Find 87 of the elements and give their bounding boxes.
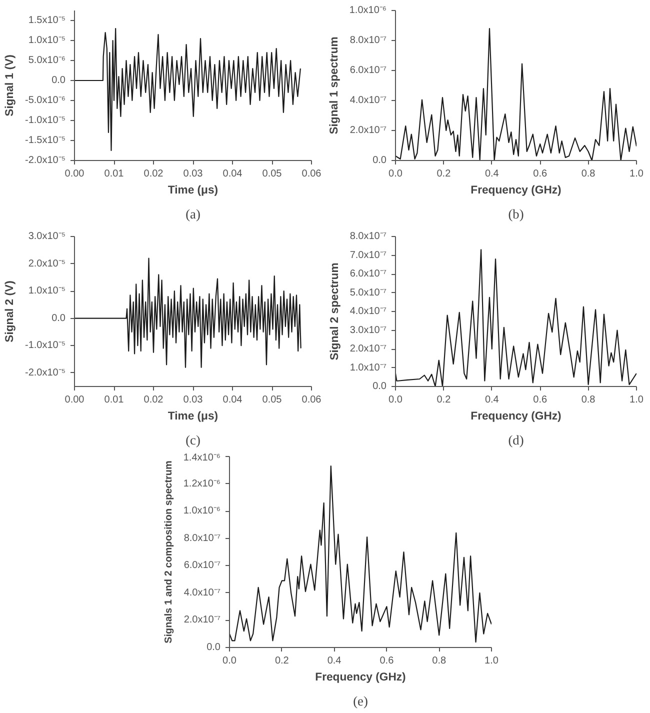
y-tick-label: -2.0x10⁻⁵ — [25, 155, 66, 166]
y-tick-label: 1.0x10⁻⁵ — [28, 35, 66, 46]
text: (a) — [186, 206, 200, 222]
y-axis-title: Signals 1 and 2 composition spectrum — [163, 460, 174, 644]
y-tick-label: 8.0x10⁻⁷ — [350, 231, 387, 242]
y-tick-label: 2.0x10⁻⁷ — [350, 344, 387, 354]
y-tick-label: 0.0 — [372, 381, 387, 392]
y-tick-label: 1.0x10⁻⁶ — [349, 5, 386, 16]
x-tick-label: 0.4 — [484, 168, 500, 180]
y-tick-label: 8.0x10⁻⁷ — [184, 532, 221, 544]
y-tick-label: 0.0 — [372, 155, 387, 166]
x-tick-label: 0.00 — [64, 394, 85, 406]
y-tick-label: -1.0x10⁻⁵ — [25, 340, 66, 352]
y-tick-label: 4.0x10⁻⁷ — [350, 306, 387, 317]
x-tick-label: 0.8 — [581, 394, 596, 406]
x-tick-label: 1.0 — [484, 656, 499, 666]
x-tick-label: 0.0 — [388, 168, 403, 180]
x-tick-label: 0.02 — [144, 394, 164, 406]
y-tick-label: 1.2x10⁻⁶ — [183, 478, 220, 490]
y-tick-label: 2.0x10⁻⁷ — [350, 125, 387, 136]
x-tick-label: 0.05 — [262, 168, 282, 180]
x-tick-label: 0.05 — [262, 394, 282, 406]
y-tick-label: -2.0x10⁻⁵ — [25, 367, 66, 378]
line-series — [74, 28, 301, 152]
line-series — [230, 466, 492, 643]
x-tick-label: 0.06 — [302, 394, 322, 406]
x-tick-label: 0.6 — [533, 168, 548, 180]
x-tick-label: 0.2 — [274, 656, 290, 666]
x-tick-label: 0.03 — [183, 394, 204, 406]
y-tick-label: 7.0x10⁻⁷ — [350, 250, 387, 261]
line-series — [74, 258, 302, 368]
x-tick-label: 0.4 — [327, 656, 342, 666]
y-tick-label: -1.5x10⁻⁵ — [25, 135, 66, 146]
x-tick-label: 0.01 — [104, 168, 124, 180]
x-tick-label: 0.02 — [144, 168, 164, 180]
y-tick-label: 1.5x10⁻⁵ — [28, 15, 66, 26]
y-tick-label: 5.0x10⁻⁶ — [28, 55, 66, 66]
y-axis-title: Signal 1 (V) — [4, 54, 16, 116]
x-axis-title: Time (μs) — [168, 184, 218, 196]
y-tick-label: 6.0x10⁻⁷ — [350, 268, 387, 280]
y-tick-label: 2.0x10⁻⁵ — [28, 258, 66, 270]
x-tick-label: 1.0 — [630, 394, 644, 406]
text: (e) — [353, 694, 368, 708]
y-tick-label: 6.0x10⁻⁷ — [184, 560, 221, 572]
text: (c) — [186, 432, 200, 448]
x-tick-label: 1.0 — [630, 168, 644, 180]
x-tick-label: 0.03 — [183, 168, 204, 180]
y-tick-label: -1.0x10⁻⁵ — [25, 115, 66, 126]
y-tick-label: 1.0x10⁻⁵ — [28, 286, 66, 297]
y-axis-title: Signal 1 spectrum — [328, 36, 340, 134]
y-tick-label: 3.0x10⁻⁷ — [350, 324, 387, 336]
x-tick-label: 0.0 — [388, 394, 403, 406]
text: (d) — [508, 432, 524, 448]
x-tick-label: 0.04 — [222, 168, 243, 180]
x-axis-title: Frequency (GHz) — [315, 672, 406, 684]
x-tick-label: 0.2 — [436, 394, 452, 406]
x-tick-label: 0.04 — [222, 394, 243, 406]
x-tick-label: 0.6 — [533, 394, 548, 406]
y-tick-label: 5.0x10⁻⁷ — [350, 287, 387, 298]
y-tick-label: 1.4x10⁻⁶ — [183, 452, 220, 464]
text: (b) — [508, 206, 524, 222]
y-tick-label: 4.0x10⁻⁷ — [184, 587, 221, 598]
x-tick-label: 0.2 — [436, 168, 452, 180]
y-tick-label: 2.0x10⁻⁷ — [184, 614, 221, 626]
x-tick-label: 0.6 — [380, 656, 394, 666]
x-tick-label: 0.01 — [104, 394, 124, 406]
x-tick-label: 0.4 — [484, 394, 500, 406]
y-tick-label: 0.0 — [206, 642, 221, 653]
y-tick-label: 3.0x10⁻⁵ — [28, 231, 66, 242]
x-axis-title: Frequency (GHz) — [470, 184, 562, 196]
x-axis-title: Frequency (GHz) — [470, 410, 562, 422]
x-tick-label: 0.8 — [581, 168, 596, 180]
y-tick-label: 8.0x10⁻⁷ — [350, 35, 387, 46]
y-tick-label: 1.0x10⁻⁶ — [183, 506, 220, 517]
y-tick-label: 4.0x10⁻⁷ — [350, 95, 387, 106]
y-axis-title: Signal 2 (V) — [4, 280, 16, 342]
y-axis-title: Signal 2 spectrum — [328, 262, 341, 360]
x-tick-label: 0.8 — [432, 656, 446, 666]
y-tick-label: -5.0x10⁻⁶ — [25, 95, 66, 106]
y-tick-label: 0.0 — [52, 75, 66, 86]
y-tick-label: 0.0 — [52, 312, 66, 324]
x-axis-title: Time (μs) — [168, 410, 218, 422]
y-tick-label: 1.0x10⁻⁷ — [350, 362, 387, 374]
x-tick-label: 0.00 — [64, 168, 85, 180]
y-tick-label: 6.0x10⁻⁷ — [350, 65, 387, 76]
x-tick-label: 0.06 — [302, 168, 322, 180]
x-tick-label: 0.0 — [222, 656, 237, 666]
